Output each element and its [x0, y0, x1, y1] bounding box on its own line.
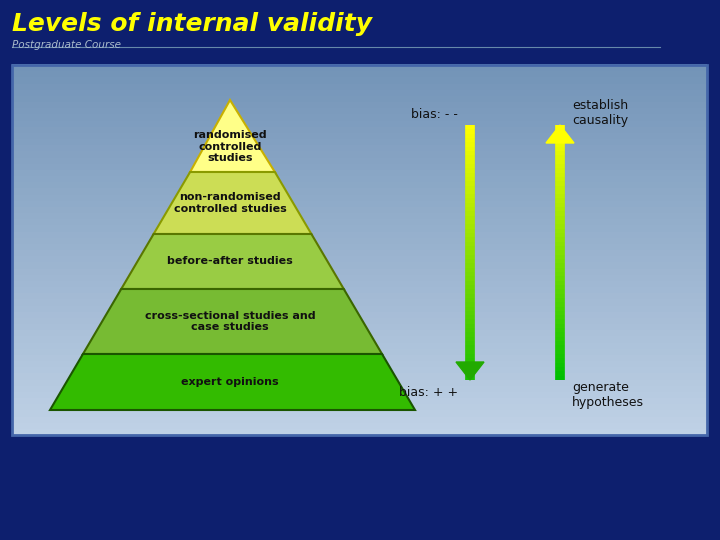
Text: establish
causality: establish causality [572, 99, 628, 127]
Bar [12, 298, 707, 306]
Bar [12, 64, 707, 71]
Bar [12, 280, 707, 287]
Bar [12, 144, 707, 151]
Polygon shape [153, 172, 311, 234]
Bar [12, 200, 707, 207]
Text: bias: - -: bias: - - [411, 109, 458, 122]
Bar [12, 384, 707, 392]
Polygon shape [50, 354, 415, 410]
Bar [12, 95, 707, 102]
Bar [12, 317, 707, 324]
Bar [12, 212, 707, 219]
Text: non-randomised
controlled studies: non-randomised controlled studies [174, 192, 287, 214]
Bar [12, 132, 707, 139]
Polygon shape [83, 289, 382, 354]
Bar [12, 323, 707, 330]
Bar [12, 206, 707, 213]
Bar [12, 341, 707, 349]
Text: Levels of internal validity: Levels of internal validity [12, 12, 372, 36]
Bar [12, 329, 707, 336]
Bar [12, 76, 707, 84]
Bar [12, 379, 707, 386]
Bar [12, 391, 707, 398]
Bar [12, 70, 707, 77]
Bar [12, 354, 707, 361]
Bar [12, 157, 707, 164]
Bar [12, 292, 707, 299]
Bar [12, 286, 707, 293]
Bar [12, 366, 707, 373]
Bar [12, 89, 707, 96]
Bar [12, 169, 707, 176]
Bar [12, 348, 707, 355]
Bar [12, 231, 707, 238]
Bar [12, 274, 707, 281]
Bar [12, 181, 707, 188]
Bar [12, 428, 707, 435]
Bar [12, 422, 707, 429]
Bar [12, 397, 707, 404]
Bar [12, 267, 707, 275]
Bar [12, 237, 707, 244]
Polygon shape [121, 234, 343, 289]
Text: Postgraduate Course: Postgraduate Course [12, 40, 121, 50]
Polygon shape [456, 362, 484, 380]
Bar [12, 224, 707, 232]
Bar [12, 415, 707, 423]
Bar [12, 163, 707, 170]
Bar [12, 360, 707, 367]
Bar [12, 403, 707, 410]
Bar [12, 101, 707, 108]
Bar [12, 150, 707, 158]
Bar [12, 305, 707, 312]
Bar [12, 335, 707, 342]
Bar [12, 107, 707, 114]
Bar [12, 126, 707, 133]
Bar [12, 119, 707, 127]
Bar [12, 310, 707, 318]
Bar [12, 193, 707, 201]
Text: randomised
controlled
studies: randomised controlled studies [193, 130, 267, 164]
Bar [12, 113, 707, 120]
Text: expert opinions: expert opinions [181, 377, 279, 387]
Text: bias: + +: bias: + + [399, 386, 458, 399]
Bar [12, 249, 707, 256]
Bar [12, 187, 707, 194]
Bar [12, 373, 707, 380]
Bar [12, 255, 707, 262]
Text: before-after studies: before-after studies [167, 256, 293, 267]
Text: cross-sectional studies and
case studies: cross-sectional studies and case studies [145, 310, 315, 332]
Bar [12, 138, 707, 145]
Text: generate
hypotheses: generate hypotheses [572, 381, 644, 409]
Bar [12, 175, 707, 182]
Polygon shape [190, 100, 275, 172]
Bar [12, 261, 707, 268]
Bar [12, 218, 707, 225]
Bar [12, 83, 707, 90]
Bar [12, 243, 707, 250]
Bar [12, 409, 707, 416]
Polygon shape [546, 125, 574, 143]
